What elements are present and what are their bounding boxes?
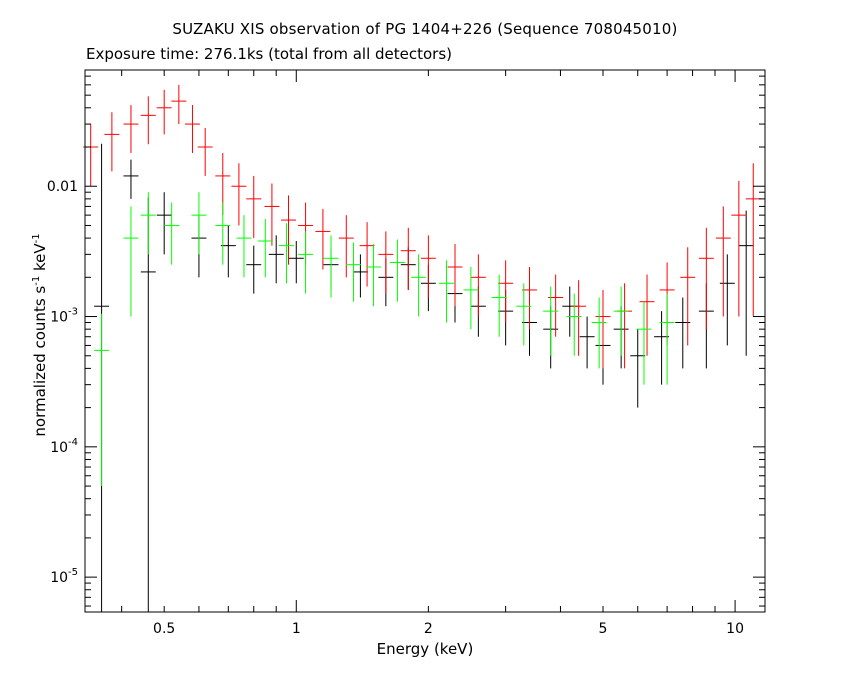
data-point-red-34 bbox=[745, 163, 761, 317]
data-point-black-2 bbox=[140, 197, 156, 612]
x-axis-label: Energy (keV) bbox=[376, 640, 474, 658]
data-point-black-10 bbox=[352, 254, 368, 298]
data-point-red-31 bbox=[698, 227, 714, 330]
data-point-black-5 bbox=[220, 225, 236, 278]
data-point-green-24 bbox=[659, 293, 675, 385]
data-point-red-3 bbox=[140, 96, 156, 145]
data-point-green-19 bbox=[543, 286, 559, 356]
data-point-green-7 bbox=[257, 219, 273, 278]
series-layer bbox=[83, 84, 761, 612]
data-point-black-27 bbox=[719, 254, 735, 346]
data-point-green-11 bbox=[345, 242, 361, 302]
data-point-red-18 bbox=[400, 227, 416, 290]
data-point-green-22 bbox=[613, 286, 629, 356]
data-point-green-14 bbox=[411, 254, 427, 317]
data-point-red-17 bbox=[378, 231, 394, 294]
data-point-black-3 bbox=[156, 192, 172, 255]
x-tick-label: 2 bbox=[424, 621, 433, 637]
data-point-green-1 bbox=[123, 206, 139, 317]
data-point-green-0 bbox=[94, 313, 110, 487]
y-tick-label: 10-4 bbox=[50, 437, 78, 456]
data-point-red-26 bbox=[595, 289, 611, 369]
data-point-black-1 bbox=[123, 159, 139, 199]
data-point-red-23 bbox=[522, 266, 537, 330]
x-tick-label: 5 bbox=[599, 621, 608, 637]
data-point-red-10 bbox=[246, 175, 262, 239]
data-point-green-3 bbox=[164, 202, 180, 265]
y-tick-label: 10-3 bbox=[50, 307, 78, 326]
tick-layer: 0.5 1 2 5 10 10-5 10-4 10-3 0.01 bbox=[47, 70, 765, 637]
data-point-red-27 bbox=[617, 283, 633, 369]
data-point-red-5 bbox=[171, 84, 187, 125]
data-point-green-9 bbox=[298, 231, 314, 294]
data-point-green-20 bbox=[566, 293, 582, 356]
x-tick-label: 1 bbox=[292, 621, 301, 637]
data-point-red-11 bbox=[264, 183, 280, 246]
data-point-green-21 bbox=[591, 297, 607, 369]
data-point-black-8 bbox=[288, 240, 304, 284]
series-green bbox=[94, 192, 675, 487]
data-point-green-23 bbox=[636, 301, 652, 385]
data-point-green-2 bbox=[140, 192, 156, 255]
data-point-black-24 bbox=[654, 311, 670, 385]
data-point-red-20 bbox=[447, 244, 463, 307]
data-point-red-21 bbox=[470, 254, 486, 317]
x-tick-label: 0.5 bbox=[153, 621, 175, 637]
series-red bbox=[83, 84, 761, 369]
data-point-black-23 bbox=[630, 329, 646, 408]
data-point-red-25 bbox=[571, 280, 587, 356]
chart-subtitle: Exposure time: 276.1ks (total from all d… bbox=[86, 45, 453, 63]
data-point-red-1 bbox=[104, 112, 120, 172]
series-black bbox=[94, 143, 754, 612]
data-point-green-10 bbox=[323, 235, 339, 298]
data-point-black-28 bbox=[738, 210, 754, 356]
data-point-green-17 bbox=[491, 274, 507, 337]
chart-title: SUZAKU XIS observation of PG 1404+226 (S… bbox=[172, 20, 678, 38]
data-point-black-20 bbox=[579, 316, 595, 369]
data-point-green-5 bbox=[215, 202, 231, 265]
data-point-black-7 bbox=[268, 235, 284, 284]
data-point-green-15 bbox=[439, 260, 455, 323]
data-point-green-8 bbox=[279, 223, 294, 284]
data-point-red-4 bbox=[156, 89, 172, 135]
data-point-red-12 bbox=[281, 195, 296, 265]
y-tick-label: 10-5 bbox=[50, 567, 78, 586]
data-point-green-16 bbox=[463, 266, 479, 330]
y-tick-label: 0.01 bbox=[47, 179, 78, 195]
x-tick-label: 10 bbox=[726, 621, 744, 637]
data-point-black-6 bbox=[246, 245, 262, 294]
plot-frame bbox=[84, 69, 766, 613]
data-point-red-7 bbox=[197, 127, 213, 176]
data-point-green-4 bbox=[191, 192, 207, 255]
data-point-red-30 bbox=[680, 247, 696, 346]
data-point-black-19 bbox=[562, 286, 578, 337]
data-point-green-12 bbox=[366, 244, 382, 307]
data-point-green-18 bbox=[516, 283, 532, 346]
data-point-red-6 bbox=[184, 105, 200, 153]
data-point-red-22 bbox=[498, 260, 514, 323]
data-point-red-28 bbox=[639, 274, 655, 356]
data-point-red-32 bbox=[715, 206, 731, 317]
data-point-red-16 bbox=[359, 222, 375, 287]
data-point-red-2 bbox=[123, 105, 139, 153]
data-point-red-15 bbox=[338, 215, 354, 278]
data-point-red-14 bbox=[315, 208, 331, 270]
data-point-red-19 bbox=[420, 235, 436, 298]
data-point-red-9 bbox=[231, 163, 247, 226]
data-point-red-33 bbox=[731, 180, 747, 317]
data-point-green-13 bbox=[389, 239, 405, 302]
data-point-green-6 bbox=[236, 215, 252, 278]
